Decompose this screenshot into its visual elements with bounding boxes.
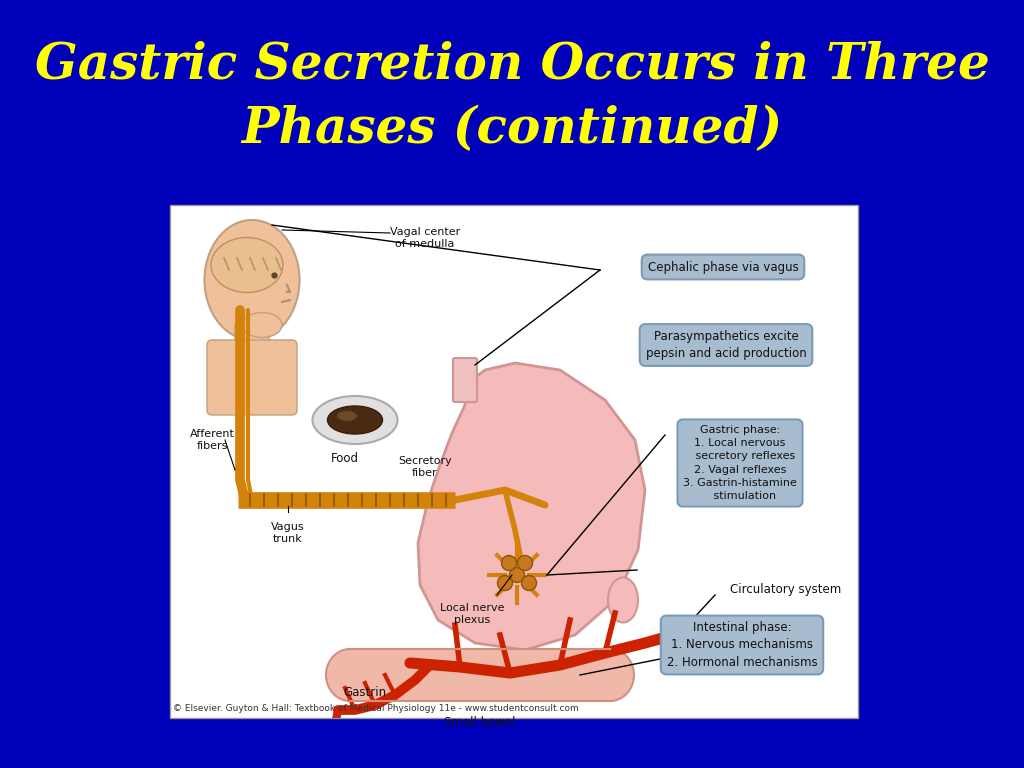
Text: Cephalic phase via vagus: Cephalic phase via vagus	[647, 260, 799, 273]
FancyBboxPatch shape	[234, 323, 269, 352]
Circle shape	[521, 575, 537, 591]
Ellipse shape	[586, 649, 634, 701]
Ellipse shape	[312, 396, 397, 444]
Text: Circulatory system: Circulatory system	[730, 584, 842, 597]
Ellipse shape	[326, 649, 374, 701]
Text: Secretory
fiber: Secretory fiber	[398, 456, 452, 478]
Text: Local nerve
plexus: Local nerve plexus	[439, 603, 504, 624]
Circle shape	[498, 575, 512, 591]
Text: Gastric Secretion Occurs in Three: Gastric Secretion Occurs in Three	[35, 41, 989, 90]
Text: Intestinal phase:
1. Nervous mechanisms
2. Hormonal mechanisms: Intestinal phase: 1. Nervous mechanisms …	[667, 621, 817, 668]
FancyBboxPatch shape	[207, 340, 297, 415]
Text: Parasympathetics excite
pepsin and acid production: Parasympathetics excite pepsin and acid …	[645, 330, 806, 360]
Text: Vagus
trunk: Vagus trunk	[271, 522, 305, 544]
Text: Food: Food	[331, 452, 359, 465]
Text: Gastric phase:
1. Local nervous
   secretory reflexes
2. Vagal reflexes
3. Gastr: Gastric phase: 1. Local nervous secretor…	[683, 425, 797, 501]
Text: Phases (continued): Phases (continued)	[242, 105, 782, 154]
Bar	[350, 649, 610, 701]
Polygon shape	[418, 363, 645, 650]
Ellipse shape	[211, 237, 283, 293]
Text: Afferent
fibers: Afferent fibers	[189, 429, 234, 451]
Ellipse shape	[608, 578, 638, 623]
Ellipse shape	[328, 406, 383, 434]
Ellipse shape	[205, 220, 299, 340]
Circle shape	[510, 568, 524, 582]
Bar	[170, 205, 858, 718]
Circle shape	[502, 555, 516, 571]
Text: Gastrin: Gastrin	[343, 687, 387, 700]
Text: Vagal center
of medulla: Vagal center of medulla	[390, 227, 460, 249]
Text: Small bowel: Small bowel	[444, 716, 516, 729]
Ellipse shape	[242, 313, 282, 337]
Circle shape	[517, 555, 532, 571]
FancyBboxPatch shape	[453, 358, 477, 402]
Text: © Elsevier. Guyton & Hall: Textbook of Medical Physiology 11e - www.studentconsu: © Elsevier. Guyton & Hall: Textbook of M…	[173, 704, 579, 713]
Ellipse shape	[337, 411, 357, 421]
